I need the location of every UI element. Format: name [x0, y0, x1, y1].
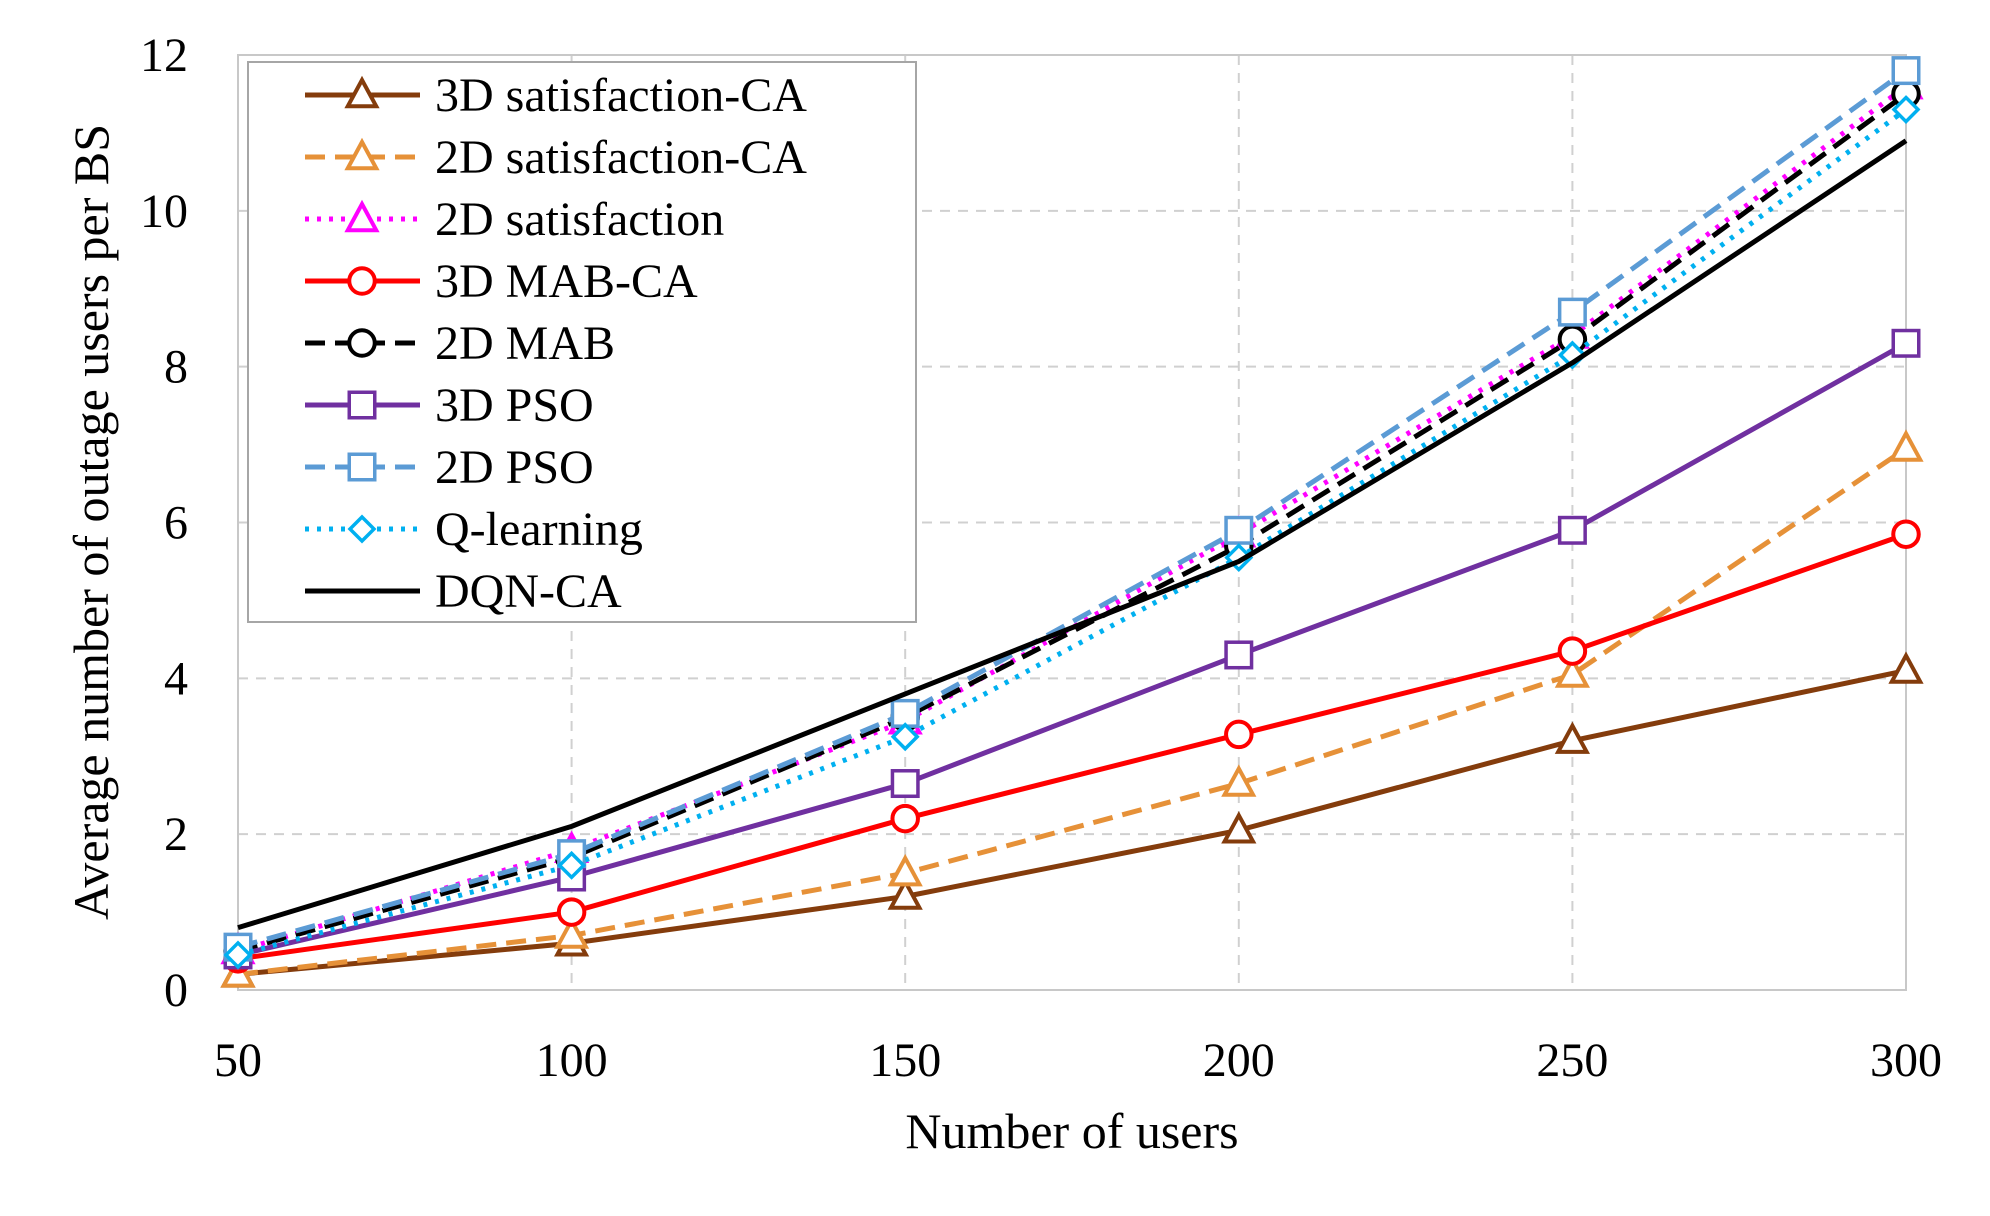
legend: 3D satisfaction-CA 2D satisfaction-CA 2D s… [247, 61, 917, 623]
series-line [237, 446, 1908, 977]
data-point [1557, 515, 1587, 545]
legend-label: Q-learning [435, 503, 643, 556]
series-8 [237, 138, 1908, 931]
legend-label: 3D satisfaction-CA [435, 69, 807, 122]
legend-swatch-marker [344, 75, 380, 109]
legend-label: 3D MAB-CA [435, 255, 698, 308]
x-tick-label: 50 [214, 1034, 262, 1087]
series-group [220, 56, 1924, 988]
data-point [1891, 56, 1921, 86]
legend-swatch-marker [344, 137, 380, 171]
legend-label: 2D satisfaction-CA [435, 131, 807, 184]
data-point [1888, 429, 1924, 462]
series-3 [223, 519, 1921, 974]
series-line [237, 531, 1907, 962]
x-axis-title: Number of users [905, 1103, 1238, 1159]
legend-items: 3D satisfaction-CA 2D satisfaction-CA 2D s… [305, 69, 807, 618]
tick-labels: 0 2 4 6 8 10 12 50 100 150 200 250 300 [140, 29, 1942, 1087]
data-point [556, 897, 587, 927]
data-point [890, 698, 920, 728]
legend-label: 3D PSO [435, 379, 594, 432]
legend-item: 3D MAB-CA [305, 255, 698, 308]
x-tick-label: 300 [1870, 1034, 1942, 1087]
legend-swatch-marker [347, 514, 377, 544]
y-tick-label: 0 [164, 964, 188, 1017]
x-tick-label: 100 [536, 1034, 608, 1087]
data-point [1888, 651, 1924, 684]
y-tick-label: 12 [140, 29, 188, 82]
data-point [1224, 719, 1254, 750]
x-tick-label: 250 [1536, 1034, 1608, 1087]
y-axis-title: Average number of outage users per BS [63, 124, 119, 920]
y-tick-label: 4 [164, 652, 188, 705]
series-line [237, 91, 1908, 954]
legend-item: Q-learning [305, 503, 643, 556]
data-point [557, 850, 587, 880]
series-1 [220, 429, 1924, 988]
x-tick-label: 150 [869, 1034, 941, 1087]
legend-item: DQN-CA [305, 565, 622, 618]
series-line [237, 668, 1907, 977]
data-point [890, 803, 920, 834]
legend-item: 2D satisfaction [305, 193, 724, 246]
x-tick-label: 200 [1203, 1034, 1275, 1087]
series-line [237, 341, 1908, 958]
data-point [1557, 636, 1588, 666]
data-point [1554, 655, 1591, 688]
legend-swatch-marker [347, 328, 377, 358]
series-line [237, 68, 1908, 950]
legend-swatch-marker [347, 266, 377, 296]
data-point [1221, 811, 1257, 844]
legend-item: 3D satisfaction-CA [305, 69, 807, 122]
data-point [887, 853, 923, 887]
y-tick-label: 10 [140, 185, 188, 238]
legend-label: DQN-CA [435, 565, 622, 618]
data-point [1891, 519, 1921, 549]
data-point [890, 722, 920, 752]
data-point [1554, 721, 1591, 754]
legend-swatch-marker [347, 390, 377, 420]
series-line [237, 138, 1908, 931]
data-point [1224, 515, 1254, 545]
y-tick-label: 2 [164, 808, 188, 861]
data-point [553, 916, 590, 949]
series-7 [223, 95, 1921, 970]
legend-swatch-marker [344, 199, 380, 233]
legend-item: 2D MAB [305, 317, 615, 370]
data-point [1224, 640, 1254, 670]
legend-item: 3D PSO [305, 379, 594, 432]
legend-label: 2D MAB [435, 317, 615, 370]
data-point [223, 940, 253, 970]
y-tick-label: 6 [164, 497, 188, 550]
legend-item: 2D PSO [305, 441, 594, 494]
legend-swatch-marker [347, 452, 377, 482]
data-point [1891, 328, 1921, 358]
legend-item: 2D satisfaction-CA [305, 131, 807, 184]
series-line [237, 84, 1908, 954]
y-tick-label: 8 [164, 341, 188, 394]
data-point [1221, 764, 1257, 797]
data-point [1891, 95, 1921, 125]
legend-label: 2D PSO [435, 441, 594, 494]
data-point [890, 769, 920, 799]
data-point [887, 877, 923, 910]
data-point [1557, 297, 1587, 327]
legend-label: 2D satisfaction [435, 193, 724, 246]
